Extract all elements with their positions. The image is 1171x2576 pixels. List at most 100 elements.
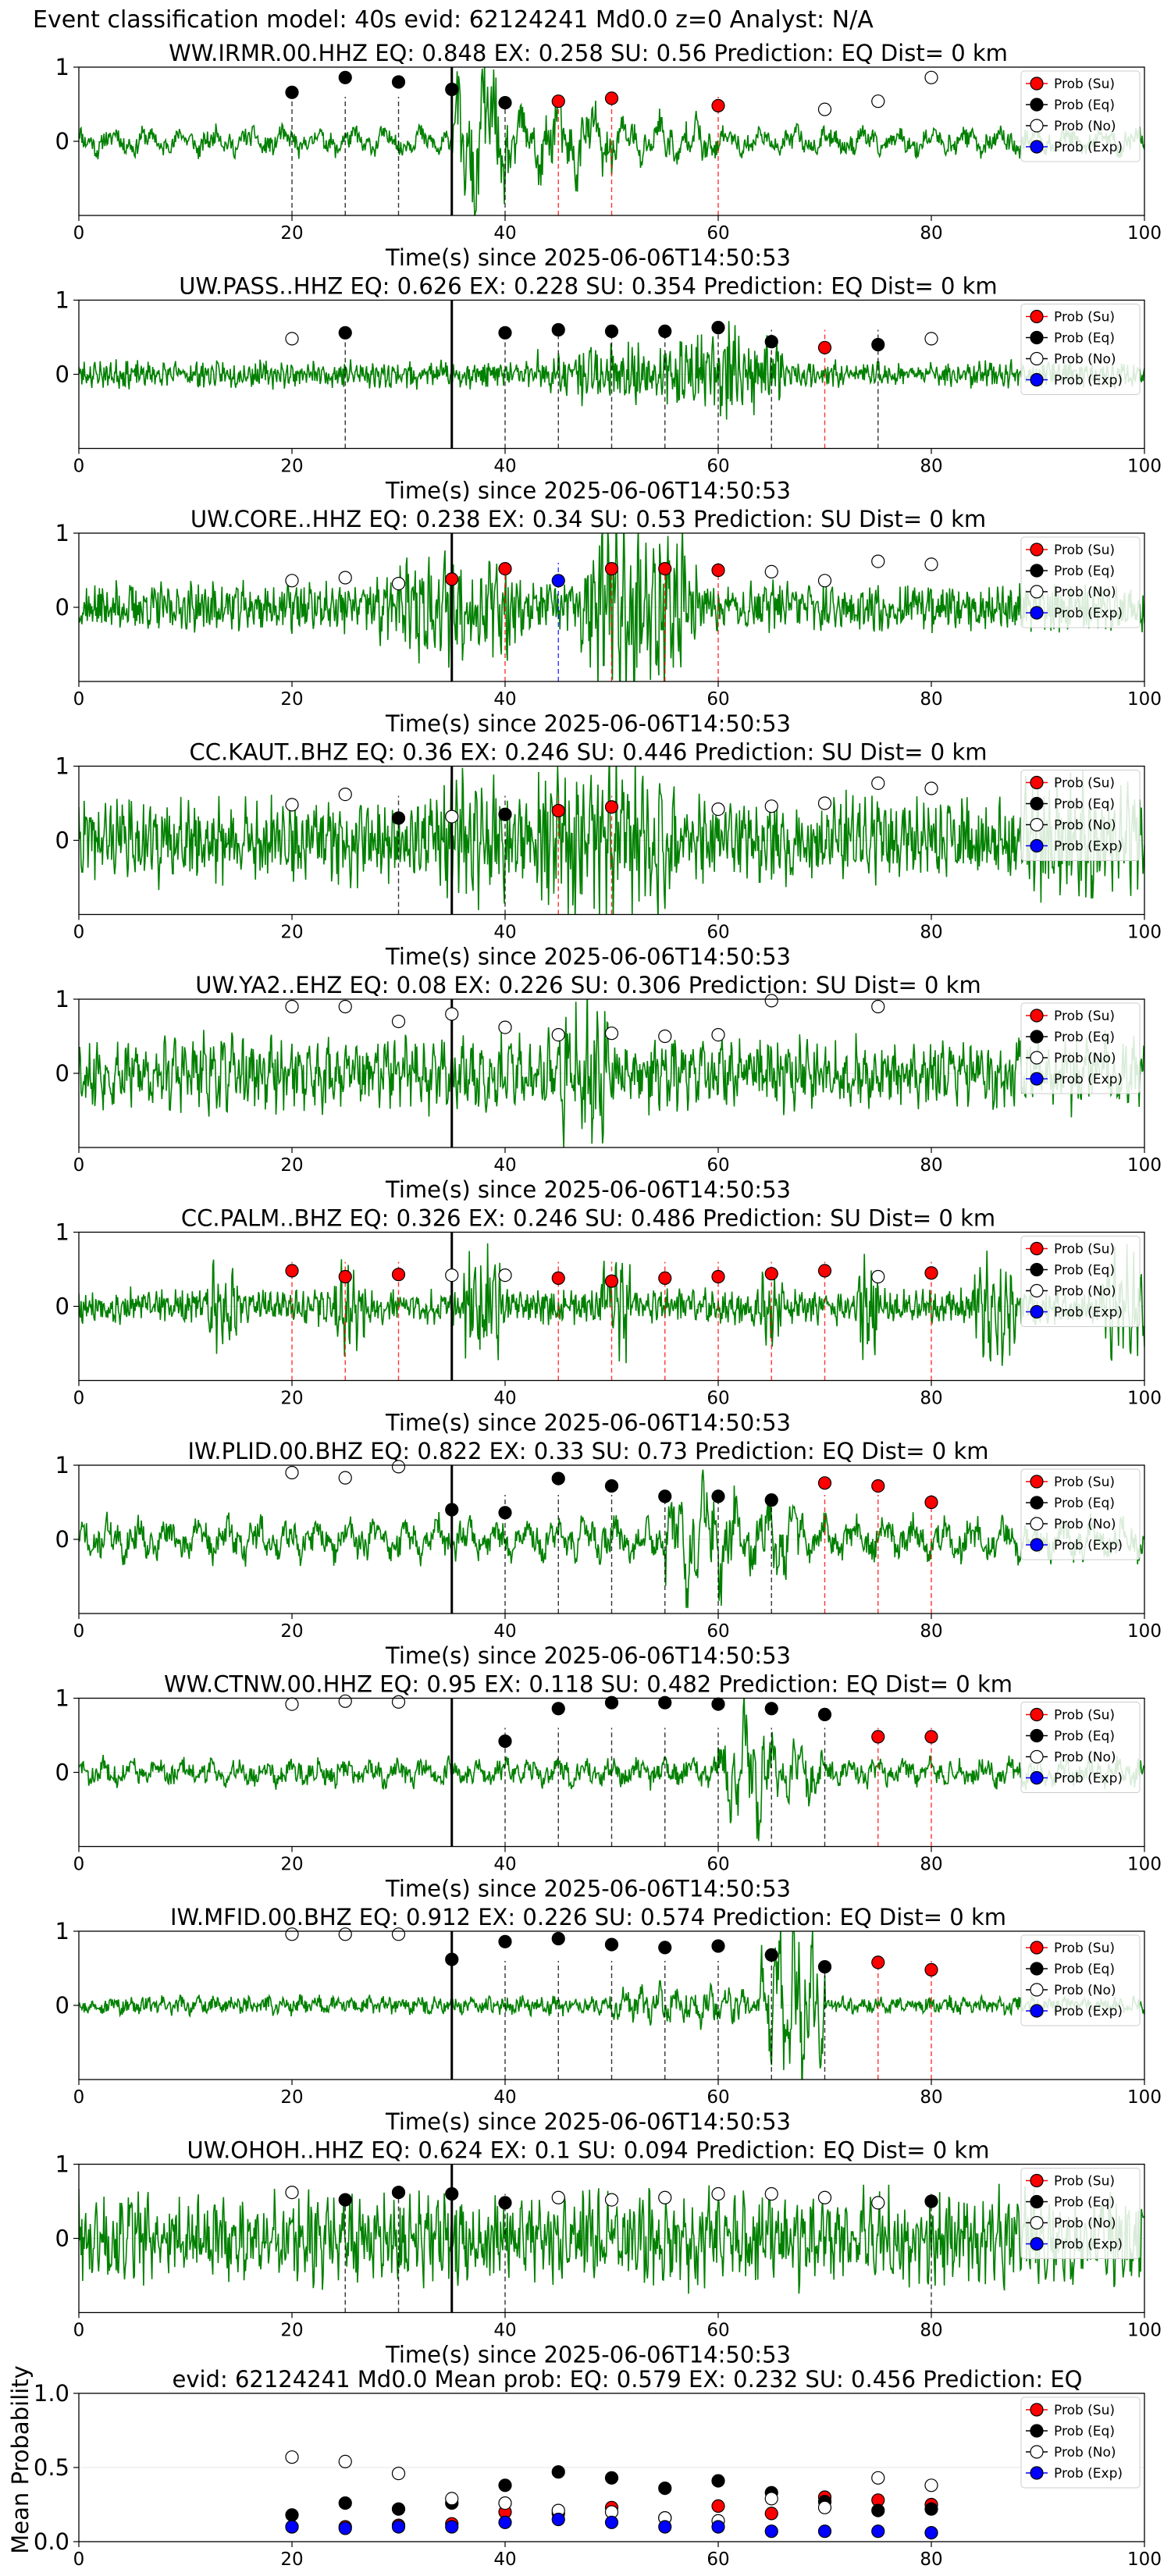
y-tick-label: 0 bbox=[55, 1992, 69, 2019]
prob-marker-no bbox=[551, 2190, 565, 2204]
legend-label-exp: Prob (Exp) bbox=[1054, 2004, 1123, 2019]
legend-marker-no bbox=[1030, 2445, 1044, 2459]
prob-marker-no bbox=[924, 557, 938, 571]
prob-marker-eq bbox=[445, 1503, 459, 1517]
mean-marker-exp bbox=[817, 2524, 832, 2539]
x-tick-label: 60 bbox=[707, 923, 729, 943]
axes-frame bbox=[78, 998, 1145, 1148]
prob-marker-no bbox=[871, 776, 885, 790]
x-tick-label: 40 bbox=[493, 1155, 516, 1176]
prob-marker-eq bbox=[338, 70, 352, 84]
prob-marker-su bbox=[391, 1268, 406, 1282]
prob-marker-su bbox=[604, 1274, 619, 1288]
prob-marker-su bbox=[551, 1271, 565, 1286]
legend-marker-exp bbox=[1030, 2004, 1044, 2018]
prob-marker-su bbox=[445, 572, 459, 586]
prob-marker-no bbox=[285, 1927, 299, 1941]
x-tick-label: 0 bbox=[73, 457, 85, 477]
mean-marker-exp bbox=[711, 2520, 725, 2534]
legend-label-no: Prob (No) bbox=[1054, 1750, 1116, 1766]
prob-marker-eq bbox=[817, 1707, 832, 1721]
x-tick-label: 40 bbox=[493, 2321, 516, 2341]
legend-frame bbox=[1020, 770, 1141, 861]
legend-marker-su bbox=[1030, 1009, 1044, 1023]
mean-marker-no bbox=[338, 2454, 352, 2468]
x-tick-label: 0 bbox=[73, 1155, 85, 1176]
prob-marker-eq bbox=[711, 1697, 725, 1711]
axes-frame bbox=[78, 1231, 1145, 1382]
y-tick-label: 0 bbox=[55, 128, 69, 155]
axes-frame bbox=[78, 66, 1145, 216]
x-axis-label: Time(s) since 2025-06-06T14:50:53 bbox=[385, 2108, 791, 2135]
prob-marker-eq bbox=[551, 1702, 565, 1716]
x-tick-label: 60 bbox=[707, 2549, 729, 2570]
legend-frame bbox=[1020, 536, 1141, 628]
waveform-trace bbox=[79, 999, 1144, 1147]
x-tick-label: 0 bbox=[73, 2321, 85, 2341]
panel-title: IW.PLID.00.BHZ EQ: 0.822 EX: 0.33 SU: 0.… bbox=[187, 1438, 988, 1464]
y-tick-label: 1 bbox=[55, 287, 69, 314]
x-tick-label: 80 bbox=[920, 2087, 942, 2108]
legend-marker-eq bbox=[1030, 1262, 1044, 1277]
waveform-trace bbox=[79, 67, 1144, 215]
axes-frame bbox=[78, 2163, 1145, 2314]
legend-label-no: Prob (No) bbox=[1054, 585, 1116, 600]
prob-marker-su bbox=[817, 1264, 832, 1278]
legend-label-eq: Prob (Eq) bbox=[1054, 564, 1115, 579]
legend-label-no: Prob (No) bbox=[1054, 119, 1116, 134]
panel-title: UW.PASS..HHZ EQ: 0.626 EX: 0.228 SU: 0.3… bbox=[179, 273, 997, 300]
legend-marker-eq bbox=[1030, 1728, 1044, 1743]
prob-marker-no bbox=[285, 1697, 299, 1711]
x-tick-label: 80 bbox=[920, 2321, 942, 2341]
legend-marker-exp bbox=[1030, 838, 1044, 853]
legend-marker-no bbox=[1030, 817, 1044, 832]
mean-marker-eq bbox=[658, 2482, 672, 2496]
prob-marker-eq bbox=[658, 1941, 672, 1955]
axes-frame bbox=[78, 1464, 1145, 1614]
y-tick-label: 0 bbox=[55, 1526, 69, 1553]
legend-label-su: Prob (Su) bbox=[1054, 1009, 1115, 1024]
x-tick-label: 100 bbox=[1127, 457, 1162, 477]
prob-marker-eq bbox=[604, 1478, 619, 1493]
legend-label-exp: Prob (Exp) bbox=[1054, 2237, 1123, 2253]
prob-marker-eq bbox=[658, 1695, 672, 1710]
prob-marker-eq bbox=[817, 1960, 832, 1974]
station-panel-iw-mfid-00-bhz: IW.MFID.00.BHZ EQ: 0.912 EX: 0.226 SU: 0… bbox=[55, 1904, 1162, 2135]
prob-marker-eq bbox=[391, 2186, 406, 2200]
panel-title: IW.MFID.00.BHZ EQ: 0.912 EX: 0.226 SU: 0… bbox=[170, 1904, 1006, 1930]
legend-marker-exp bbox=[1030, 372, 1044, 387]
prob-marker-su bbox=[871, 1730, 885, 1744]
mean-marker-no bbox=[871, 2471, 885, 2485]
mean-marker-exp bbox=[604, 2515, 619, 2529]
prob-marker-eq bbox=[551, 1471, 565, 1485]
prob-marker-eq bbox=[498, 2196, 512, 2210]
x-tick-label: 40 bbox=[493, 1855, 516, 1875]
y-axis-label: Mean Probability bbox=[7, 2365, 34, 2554]
prob-marker-su bbox=[924, 1730, 938, 1744]
y-tick-label: 1 bbox=[55, 1452, 69, 1478]
x-tick-label: 40 bbox=[493, 223, 516, 244]
prob-marker-su bbox=[498, 561, 512, 576]
prob-marker-eq bbox=[711, 321, 725, 335]
x-tick-label: 60 bbox=[707, 1621, 729, 1642]
legend-frame bbox=[1020, 2168, 1141, 2259]
legend-label-exp: Prob (Exp) bbox=[1054, 1072, 1123, 1087]
x-tick-label: 0 bbox=[73, 2549, 85, 2570]
x-tick-label: 80 bbox=[920, 1389, 942, 1409]
x-axis-label: Time(s) since 2025-06-06T14:50:53 bbox=[385, 1876, 791, 1902]
y-tick-label: 1 bbox=[55, 1918, 69, 1944]
panel-title: WW.CTNW.00.HHZ EQ: 0.95 EX: 0.118 SU: 0.… bbox=[164, 1671, 1013, 1698]
legend-label-exp: Prob (Exp) bbox=[1054, 373, 1123, 389]
legend-marker-su bbox=[1030, 2403, 1044, 2417]
legend-label-su: Prob (Su) bbox=[1054, 1708, 1115, 1724]
axes-frame bbox=[78, 2393, 1145, 2542]
legend-label-no: Prob (No) bbox=[1054, 1284, 1116, 1300]
prob-marker-su bbox=[551, 803, 565, 818]
legend-marker-exp bbox=[1030, 140, 1044, 154]
x-axis-label: Time(s) since 2025-06-06T14:50:53 bbox=[385, 1410, 791, 1436]
prob-marker-no bbox=[871, 999, 885, 1014]
mean-marker-exp bbox=[445, 2520, 459, 2534]
legend-marker-no bbox=[1030, 585, 1044, 599]
legend-label-eq: Prob (Eq) bbox=[1054, 1962, 1115, 1977]
